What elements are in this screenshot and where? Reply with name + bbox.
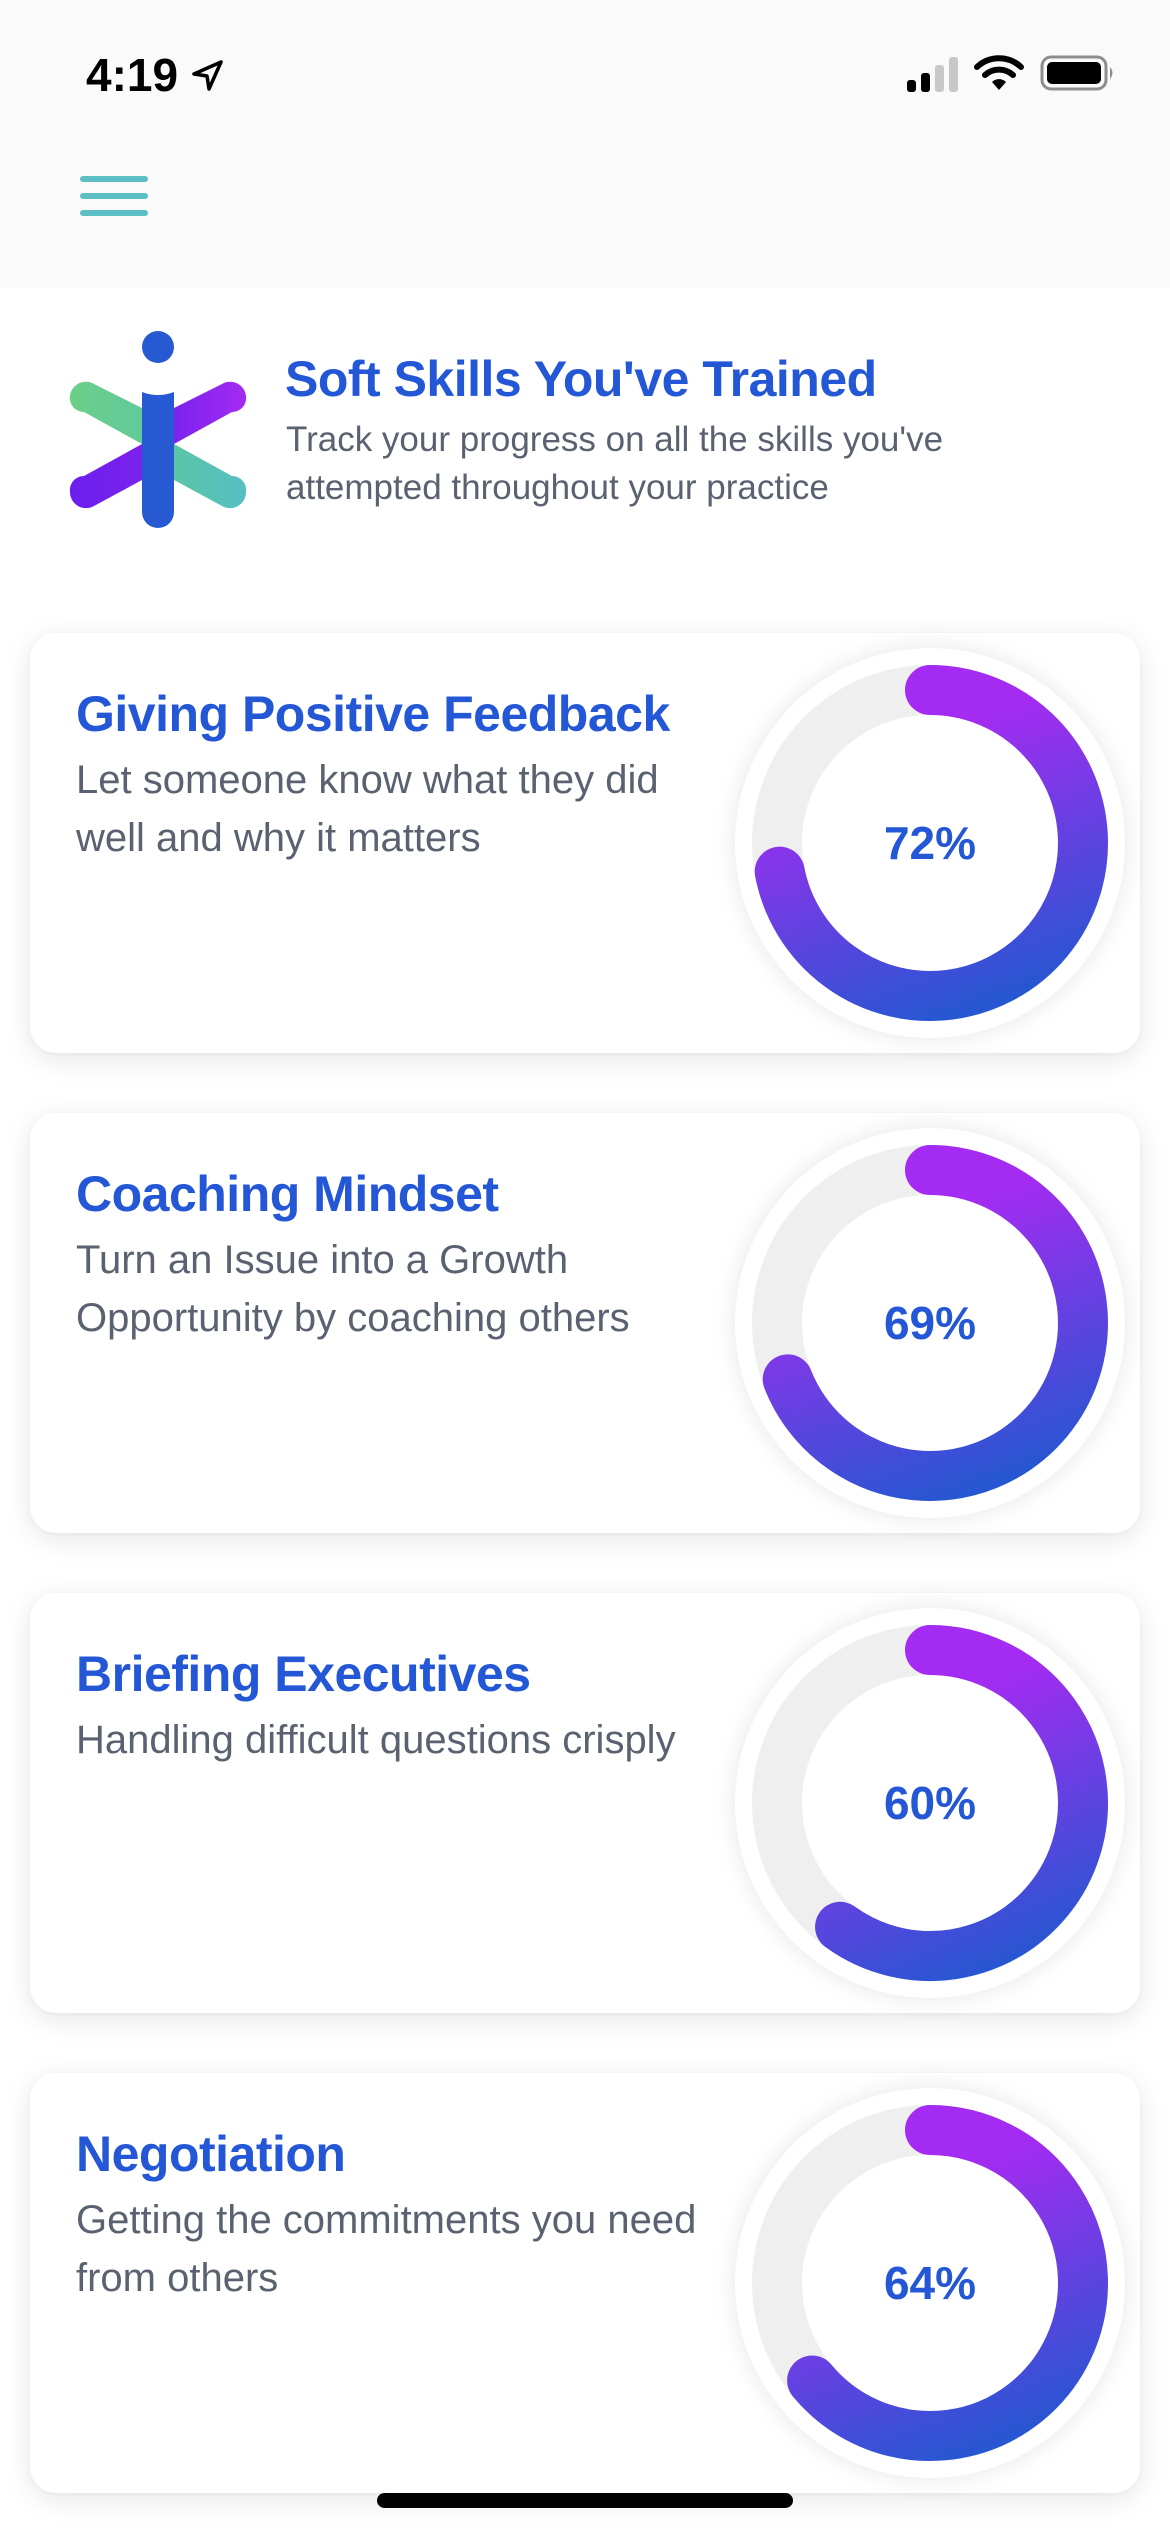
skill-card[interactable]: Briefing Executives Handling difficult q… — [30, 1593, 1140, 2013]
progress-ring: 64% — [735, 2088, 1125, 2478]
skill-title: Briefing Executives — [76, 1646, 531, 1702]
skill-description: Handling difficult questions crisply — [76, 1718, 676, 1762]
skill-description: Let someone know what they did well and … — [76, 758, 659, 860]
skill-title: Coaching Mindset — [76, 1166, 499, 1222]
progress-percent: 69% — [883, 1297, 977, 1349]
wifi-icon — [974, 55, 1024, 90]
progress-percent: 60% — [883, 1777, 977, 1829]
hamburger-menu-icon[interactable] — [80, 176, 148, 222]
skill-card[interactable]: Coaching Mindset Turn an Issue into a Gr… — [30, 1113, 1140, 1533]
progress-arc — [752, 665, 1108, 1021]
skill-description: Getting the commitments you need from ot… — [76, 2198, 697, 2300]
menu-line — [80, 193, 148, 199]
status-time: 4:19 — [86, 49, 179, 101]
status-bar: 4:19 — [0, 0, 1170, 140]
page-subtitle: Track your progress on all the skills yo… — [286, 420, 944, 507]
skill-card[interactable]: Giving Positive Feedback Let someone kno… — [30, 633, 1140, 1053]
skill-title: Negotiation — [76, 2126, 346, 2182]
progress-ring: 69% — [735, 1128, 1125, 1518]
page-title: Soft Skills You've Trained — [285, 351, 877, 407]
home-indicator[interactable] — [377, 2493, 793, 2508]
progress-ring: 72% — [735, 648, 1125, 1038]
progress-arc — [752, 2105, 1108, 2461]
battery-icon — [1040, 55, 1113, 91]
skill-description: Turn an Issue into a Growth Opportunity … — [76, 1238, 630, 1340]
progress-percent: 64% — [883, 2257, 977, 2309]
skill-card[interactable]: Negotiation Getting the commitments you … — [30, 2073, 1140, 2493]
location-arrow-icon — [192, 60, 223, 91]
app-header — [0, 140, 1170, 288]
signal-icon — [907, 57, 958, 92]
app-logo — [69, 331, 247, 528]
skill-title: Giving Positive Feedback — [76, 686, 670, 742]
progress-percent: 72% — [883, 817, 977, 869]
progress-arc — [752, 1145, 1108, 1501]
progress-ring: 60% — [735, 1608, 1125, 1998]
progress-arc — [752, 1625, 1108, 1981]
menu-line — [80, 210, 148, 216]
menu-line — [80, 176, 148, 182]
